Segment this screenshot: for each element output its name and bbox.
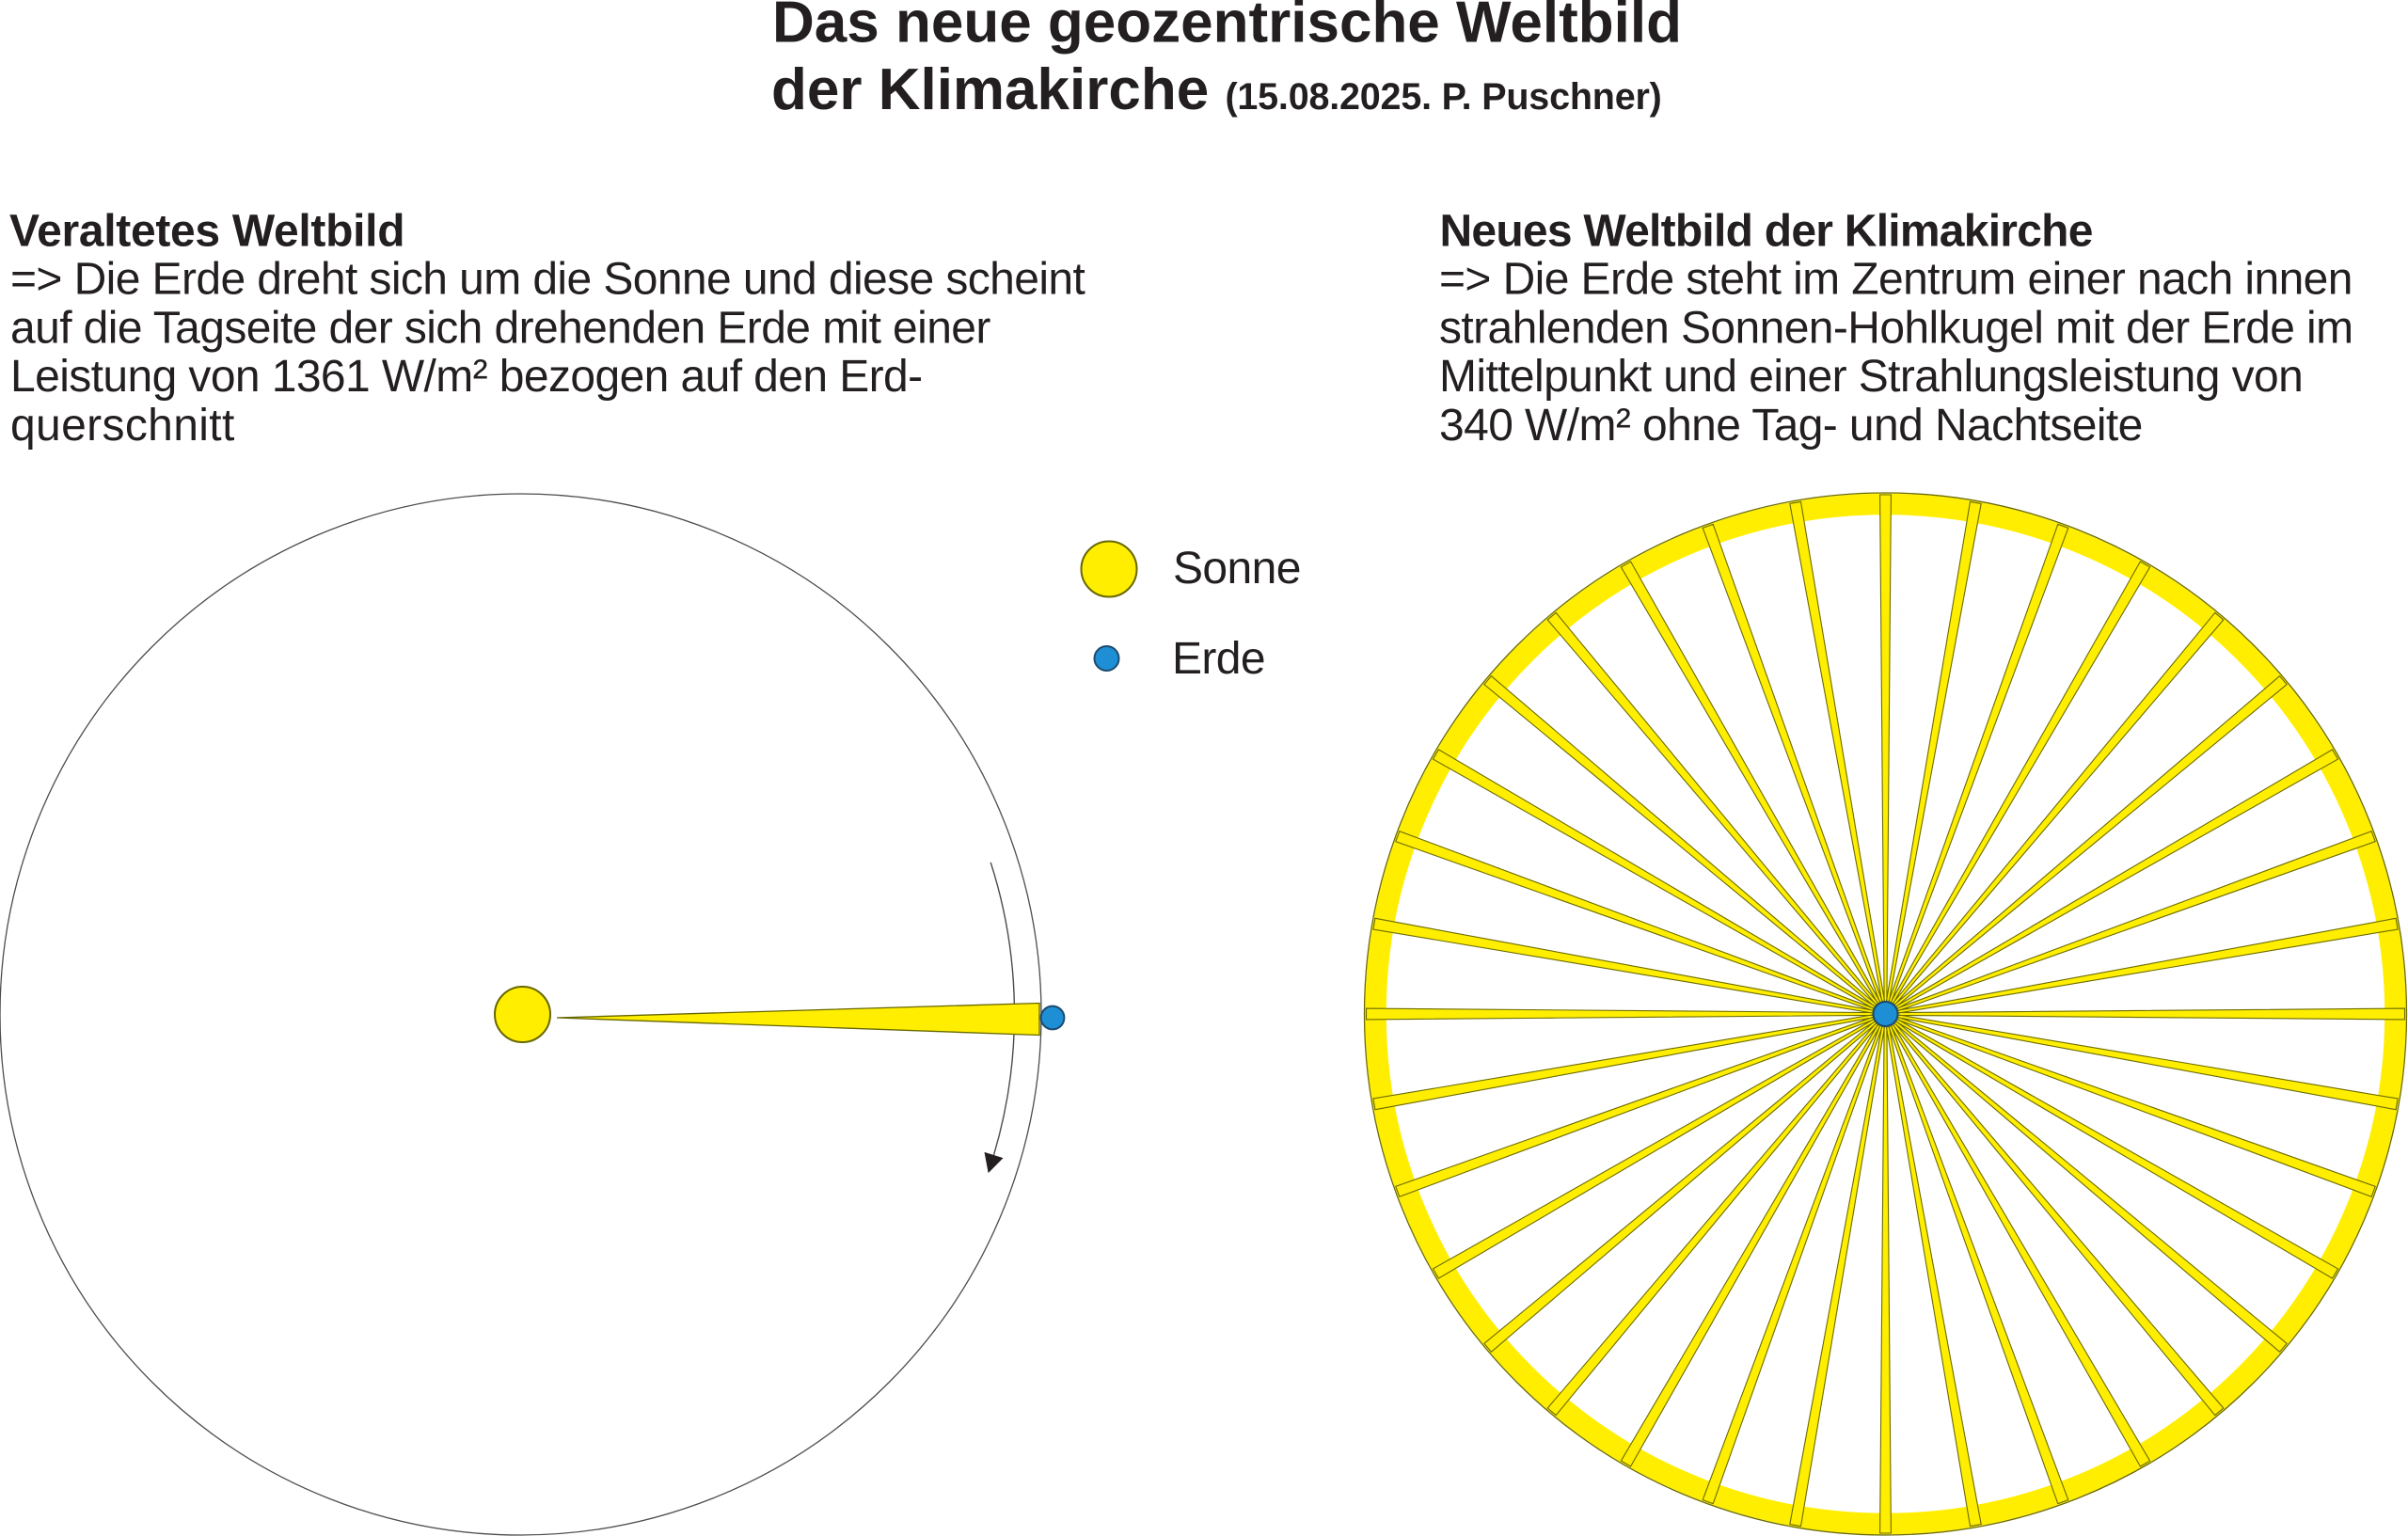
svg-text:Leistung von 1361 W/m² bezogen: Leistung von 1361 W/m² bezogen auf den E… <box>10 352 922 402</box>
svg-text:auf die Tagseite der sich dreh: auf die Tagseite der sich drehenden Erde… <box>10 303 990 353</box>
svg-text:Mittelpunkt und einer Strahlun: Mittelpunkt und einer Strahlungsleistung… <box>1439 352 2303 402</box>
svg-text:340 W/m² ohne Tag- und Nachtse: 340 W/m² ohne Tag- und Nachtseite <box>1439 401 2143 451</box>
svg-text:querschnitt: querschnitt <box>10 401 235 451</box>
svg-text:Veraltetes Weltbild: Veraltetes Weltbild <box>9 207 404 257</box>
svg-text:strahlenden Sonnen-Hohlkugel m: strahlenden Sonnen-Hohlkugel mit der Erd… <box>1439 303 2353 353</box>
svg-text:Erde: Erde <box>1172 634 1265 684</box>
svg-text:=> Die Erde steht im Zentrum e: => Die Erde steht im Zentrum einer nach … <box>1439 255 2353 305</box>
svg-text:Sonne: Sonne <box>1173 544 1301 594</box>
svg-text:Neues Weltbild der Klimakirche: Neues Weltbild der Klimakirche <box>1440 207 2093 257</box>
svg-text:Das neue geozentrische Weltbil: Das neue geozentrische Weltbild <box>772 0 1682 55</box>
svg-text:=> Die Erde dreht sich um die: => Die Erde dreht sich um die Sonne und … <box>10 255 1085 305</box>
